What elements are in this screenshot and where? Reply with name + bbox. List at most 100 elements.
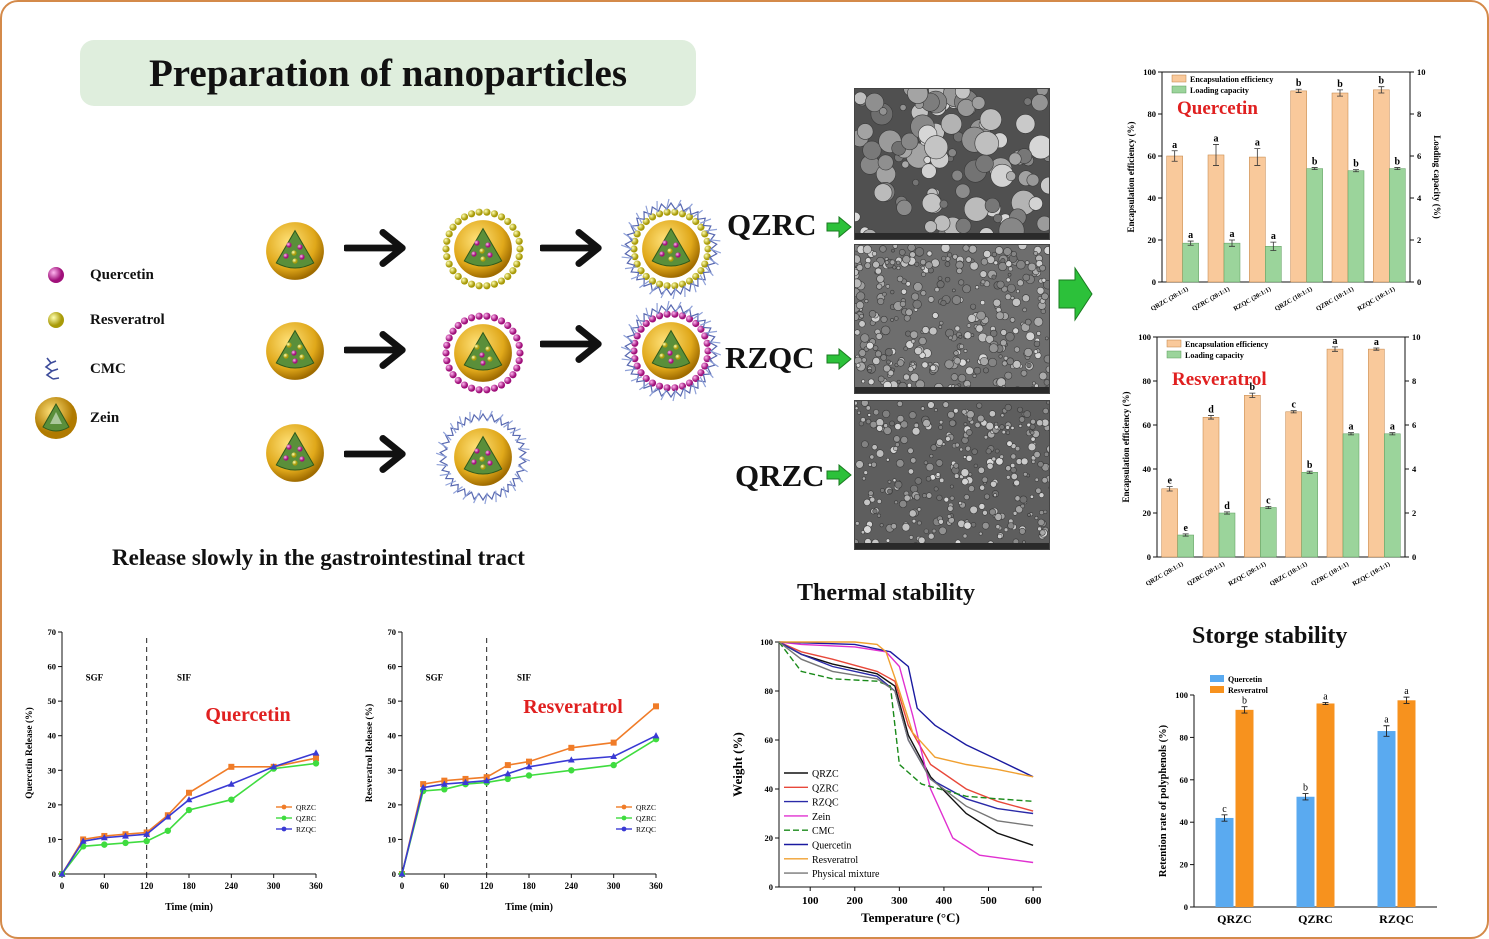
- x-tick-label: QRZC: [1217, 912, 1252, 926]
- significance-letter: a: [1172, 140, 1177, 151]
- sem-particle: [1047, 463, 1049, 470]
- sem-particle: [1000, 329, 1007, 336]
- data-point: [312, 760, 320, 767]
- sem-particle: [857, 410, 861, 415]
- y2-axis-label: Loading capacity (%): [1432, 135, 1442, 219]
- sem-particle: [900, 288, 907, 295]
- sem-particle: [1005, 277, 1011, 283]
- sem-particle: [978, 531, 983, 536]
- sem-particle: [874, 267, 882, 275]
- sem-particle: [967, 314, 977, 323]
- sem-particle: [938, 325, 943, 329]
- significance-letter: a: [1188, 230, 1193, 241]
- x-axis-label: Temperature (°C): [861, 910, 960, 925]
- sem-particle: [925, 261, 933, 270]
- drug-dot: [667, 350, 673, 356]
- sem-particle: [948, 335, 953, 340]
- zein-particle-icon: [453, 323, 513, 383]
- shell-dot: [685, 315, 694, 323]
- sem-particle: [1035, 487, 1042, 494]
- legend-marker: [281, 804, 287, 810]
- sem-particle: [855, 406, 859, 411]
- sem-particle: [1024, 260, 1030, 265]
- sem-info-bar: [855, 233, 1049, 239]
- x-tick-label: 360: [649, 881, 663, 891]
- x-tick-label: 240: [225, 881, 239, 891]
- label-qrzc: QRZC: [735, 458, 825, 493]
- sem-particle: [917, 507, 922, 512]
- legend-swatch: [1210, 675, 1224, 682]
- data-point: [568, 767, 575, 774]
- sem-particle: [935, 459, 944, 467]
- drug-dot: [668, 256, 674, 262]
- shell-dot: [513, 260, 521, 268]
- cmc-strand: [623, 232, 634, 241]
- legend-marker: [621, 815, 627, 821]
- data-point: [79, 837, 87, 844]
- data-point: [228, 763, 235, 770]
- drug-dot: [286, 444, 292, 450]
- cmc-strand: [675, 301, 682, 313]
- sem-particle: [872, 508, 878, 514]
- cmc-strand: [699, 376, 707, 388]
- shell-dot: [443, 357, 451, 365]
- data-point: [186, 789, 192, 796]
- shell-dot: [642, 319, 650, 328]
- significance-letter: a: [1323, 691, 1328, 702]
- sem-particle: [867, 378, 875, 386]
- sem-particle: [989, 508, 996, 516]
- sem-particle: [871, 444, 878, 451]
- y-tick-label: 70: [48, 627, 57, 637]
- significance-letter: b: [1379, 76, 1385, 87]
- cmc-strand: [621, 256, 634, 259]
- data-point: [122, 839, 129, 847]
- sem-particle: [1022, 273, 1031, 282]
- shell-dot: [648, 315, 657, 323]
- significance-letter: c: [1222, 804, 1227, 815]
- chart-title: Quercetin: [205, 704, 290, 726]
- y-tick-label: 60: [1143, 420, 1152, 430]
- sem-particle: [920, 259, 927, 266]
- sem-particle: [921, 163, 937, 179]
- y-tick-label: 60: [765, 735, 774, 745]
- cmc-strand: [708, 341, 721, 344]
- cmc-strand: [684, 305, 693, 315]
- sem-particle: [869, 454, 875, 460]
- sem-particle: [907, 447, 914, 454]
- drug-dot: [668, 358, 674, 364]
- sem-particle: [1018, 424, 1023, 428]
- sem-particle: [962, 284, 972, 294]
- error-bar: [1249, 392, 1256, 398]
- drug-dot: [283, 455, 289, 461]
- y-axis-label: Encapsulation efficiency (%): [1121, 392, 1131, 503]
- shell-dot: [703, 355, 711, 363]
- sem-particle: [883, 364, 891, 373]
- legend-label: RZQC: [636, 825, 656, 834]
- sem-particle: [912, 299, 922, 309]
- cmc-strand: [665, 198, 670, 211]
- shell-dot: [642, 272, 650, 281]
- sem-particle: [861, 440, 869, 449]
- sem-particle: [1033, 451, 1041, 459]
- particle-core: [641, 219, 701, 279]
- legend-swatch: [1166, 350, 1182, 359]
- shell-dot: [663, 282, 671, 290]
- data-point: [313, 755, 319, 762]
- error-bar: [1270, 241, 1277, 251]
- sem-particle: [937, 276, 943, 281]
- sem-particle: [958, 279, 965, 286]
- sem-particle: [860, 530, 865, 535]
- sem-particle: [985, 334, 994, 344]
- bar-encapsulation: [1207, 154, 1225, 283]
- sem-particle: [1007, 272, 1012, 277]
- sem-particle: [855, 460, 864, 469]
- shell-dot: [692, 217, 700, 226]
- sem-particle: [918, 336, 927, 346]
- bar-encapsulation: [1331, 92, 1349, 283]
- drug-dot: [297, 344, 303, 350]
- sem-particle: [962, 533, 968, 539]
- drug-dot: [487, 356, 493, 362]
- shell-dot: [678, 280, 687, 288]
- particle-core: [265, 221, 325, 281]
- sem-particle: [953, 350, 959, 356]
